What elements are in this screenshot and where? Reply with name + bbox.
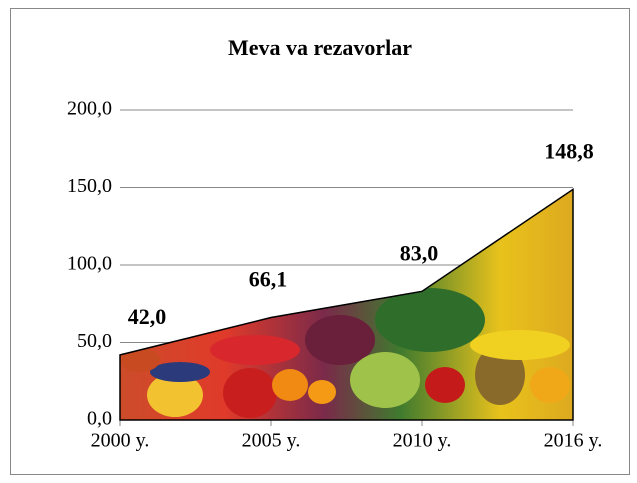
x-tick-label: 2000 y. <box>91 430 150 452</box>
y-tick-label: 150,0 <box>67 175 112 197</box>
data-label: 148,8 <box>544 138 594 163</box>
x-tick-label: 2010 y. <box>393 430 452 452</box>
data-label: 42,0 <box>128 304 167 329</box>
y-tick-label: 50,0 <box>77 330 112 352</box>
area-outline <box>119 187 574 421</box>
x-tick-label: 2005 y. <box>242 430 301 452</box>
y-tick-label: 0,0 <box>87 408 112 430</box>
y-tick-label: 200,0 <box>67 98 112 120</box>
y-tick-label: 100,0 <box>67 253 112 275</box>
data-label: 83,0 <box>400 240 439 265</box>
chart-title: Meva va rezavorlar <box>228 35 412 60</box>
data-label: 66,1 <box>249 267 288 292</box>
x-tick-label: 2016 y. <box>544 430 603 452</box>
fruit-decoration <box>120 288 570 418</box>
